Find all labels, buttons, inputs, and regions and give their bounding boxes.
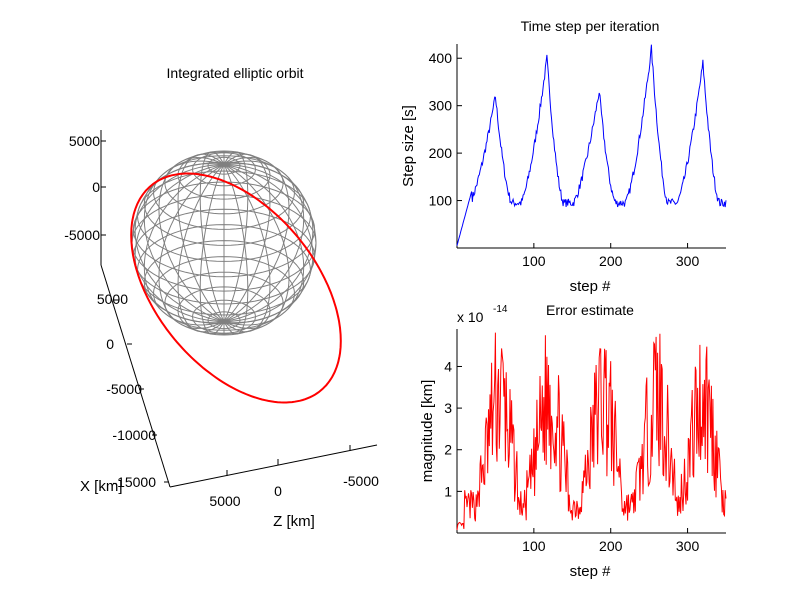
- y-tick-label: 200: [429, 145, 453, 161]
- sphere-longitude-line: [223, 163, 314, 322]
- y-tick-label: 100: [429, 193, 453, 209]
- timestep-title: Time step per iteration: [521, 18, 660, 34]
- z-tick-label: 5000: [209, 493, 240, 509]
- timestep-series-line: [456, 44, 727, 246]
- error-x-label: step #: [570, 563, 612, 580]
- z-axis-line: [169, 444, 378, 488]
- y-tick-label: 0: [92, 179, 100, 195]
- y-tick-label: 3: [444, 400, 452, 416]
- x-tick-label: 300: [676, 253, 700, 269]
- error-scale-label: x 10: [457, 309, 484, 325]
- z-tick-label: -5000: [343, 473, 379, 489]
- error-scale-exponent: -14: [493, 304, 508, 315]
- y-tick-label: 5000: [69, 133, 100, 149]
- x-tick-label: -5000: [106, 381, 142, 397]
- sphere-longitude-line: [223, 164, 271, 333]
- sphere-longitude-line: [134, 163, 225, 322]
- x-tick-label: 0: [106, 336, 114, 352]
- y-tick-label: 4: [444, 358, 452, 374]
- x-tick-label: 100: [522, 538, 546, 554]
- sphere-longitude-line: [143, 160, 225, 322]
- z-axis-label: Z [km]: [273, 513, 315, 530]
- sphere-longitude-line: [177, 153, 225, 322]
- sphere-longitude-line: [177, 164, 225, 333]
- sphere-longitude-line: [223, 151, 249, 322]
- timestep-panel: Time step per iteration 100 200 300 100 200 3…: [400, 18, 727, 295]
- x-tick-label: -10000: [112, 427, 156, 443]
- sphere-longitude-line: [223, 160, 305, 322]
- orbit-title: Integrated elliptic orbit: [167, 65, 304, 81]
- error-series-line: [456, 332, 727, 531]
- y-tick-label: 2: [444, 442, 452, 458]
- y-tick-label: 400: [429, 50, 453, 66]
- error-panel: Error estimate x 10 -14 100 200 300 1 2 3 4 st…: [419, 302, 727, 580]
- timestep-x-label: step #: [570, 278, 612, 295]
- orbit-path: [130, 172, 342, 404]
- x-tick-label: 100: [522, 253, 546, 269]
- x-axis-line: [100, 264, 171, 488]
- sphere-wireframe: [131, 150, 317, 336]
- x-tick-label: 200: [599, 253, 623, 269]
- z-tick-label: 0: [274, 483, 282, 499]
- sphere-longitude-line: [223, 164, 317, 322]
- error-title: Error estimate: [546, 302, 634, 318]
- x-tick-label: -15000: [112, 474, 156, 490]
- x-axis-label: X [km]: [80, 478, 123, 495]
- x-tick-label: 200: [599, 538, 623, 554]
- sphere-longitude-line: [223, 153, 271, 322]
- timestep-y-label: Step size [s]: [400, 105, 417, 187]
- sphere-longitude-line: [158, 164, 225, 330]
- error-y-label: magnitude [km]: [419, 380, 436, 483]
- orbit-panel: Integrated elliptic orbit 5000 0 -5000 5…: [64, 65, 379, 530]
- y-tick-label: 300: [429, 98, 453, 114]
- sphere-longitude-line: [223, 156, 290, 322]
- sphere-longitude-line: [199, 151, 225, 322]
- y-tick-label: 1: [444, 483, 452, 499]
- x-tick-label: 300: [676, 538, 700, 554]
- x-tick-label: 5000: [97, 291, 128, 307]
- y-tick-label: -5000: [64, 227, 100, 243]
